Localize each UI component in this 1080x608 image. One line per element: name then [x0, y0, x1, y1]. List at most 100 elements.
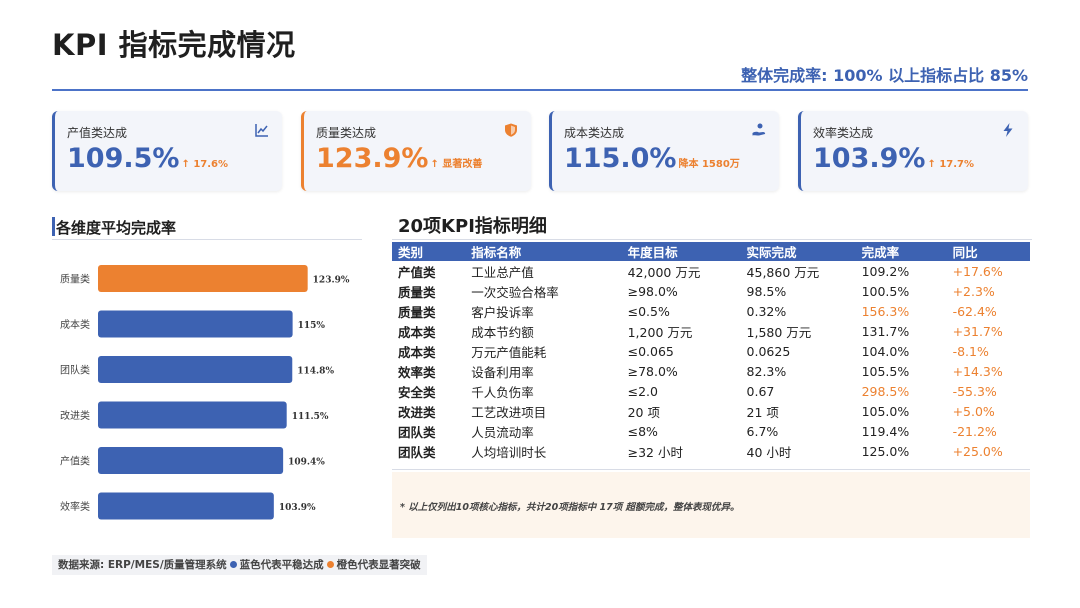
bar-2 — [98, 310, 293, 338]
table-row: 质量类 客户投诉率 ≤0.5% 0.32% 156.3% -62.4% — [392, 301, 1030, 321]
cell-name: 一次交验合格率 — [471, 284, 559, 300]
bar-value-label: 111.5% — [292, 412, 329, 422]
card-delta: ↑ 17.7% — [927, 159, 975, 170]
cell-rate: 298.5% — [861, 383, 910, 399]
cell-name: 成本节约额 — [471, 324, 534, 340]
cell-category: 质量类 — [398, 284, 436, 300]
shield-icon — [505, 123, 517, 137]
kpi-card-output: 产值类达成 109.5% ↑ 17.6% — [52, 111, 282, 191]
cell-name: 设备利用率 — [471, 364, 534, 380]
cell-actual: 82.3% — [746, 363, 787, 379]
title-divider — [52, 89, 1028, 91]
card-delta: ↑ 显著改善 — [430, 159, 483, 170]
line-chart-icon — [255, 124, 268, 137]
cell-name: 人员流动率 — [471, 424, 534, 440]
cell-rate: 119.4% — [861, 423, 910, 439]
cell-actual: 0.67 — [746, 383, 775, 399]
bar-4 — [98, 401, 287, 429]
cell-name: 工艺改进项目 — [471, 404, 547, 420]
bar-category-label: 产值类 — [60, 455, 90, 468]
table-row: 安全类 千人负伤率 ≤2.0 0.67 298.5% -55.3% — [392, 381, 1030, 401]
bar-value-label: 115% — [298, 321, 326, 331]
header-target: 年度目标 — [627, 242, 747, 261]
table-header-row: 类别 指标名称 年度目标 实际完成 完成率 同比 — [392, 242, 1030, 261]
cell-category: 团队类 — [398, 444, 436, 460]
chart-title: 各维度平均完成率 — [56, 219, 177, 237]
table-row: 质量类 一次交验合格率 ≥98.0% 98.5% 100.5% +2.3% — [392, 281, 1030, 301]
table-row: 团队类 人员流动率 ≤8% 6.7% 119.4% -21.2% — [392, 421, 1030, 441]
cell-yoy: +25.0% — [952, 443, 1003, 459]
cell-name: 千人负伤率 — [471, 384, 534, 400]
cell-actual: 0.0625 — [746, 343, 791, 359]
cell-category: 改进类 — [398, 404, 436, 420]
cell-target: 20 项 — [627, 404, 660, 420]
card-label: 质量类达成 — [316, 126, 377, 140]
bar-3 — [98, 356, 293, 383]
card-delta: 降本 1580万 — [678, 159, 740, 170]
table-row: 成本类 成本节约额 1,200 万元 1,580 万元 131.7% +31.7% — [392, 321, 1030, 341]
kpi-table: 类别 指标名称 年度目标 实际完成 完成率 同比 产值类 工业总产值 42,000 … — [392, 242, 1030, 461]
lightning-icon — [1003, 123, 1013, 137]
card-delta: ↑ 17.6% — [181, 159, 229, 170]
table-row: 产值类 工业总产值 42,000 万元 45,860 万元 109.2% +17.6% — [392, 261, 1030, 281]
header-name: 指标名称 — [471, 242, 628, 261]
table-row: 改进类 工艺改进项目 20 项 21 项 105.0% +5.0% — [392, 401, 1030, 421]
card-value: 115.0% 降本 1580万 — [564, 143, 740, 174]
card-label: 产值类达成 — [67, 126, 128, 140]
page-title: KPI 指标完成情况 — [52, 28, 296, 62]
section-accent — [52, 217, 55, 236]
table-row: 效率类 设备利用率 ≥78.0% 82.3% 105.5% +14.3% — [392, 361, 1030, 381]
table-divider — [392, 239, 1032, 240]
cell-yoy: -55.3% — [952, 383, 997, 399]
cell-yoy: +17.6% — [952, 263, 1003, 279]
cell-yoy: +31.7% — [952, 323, 1003, 339]
cell-actual: 21 项 — [746, 404, 779, 420]
cell-yoy: +2.3% — [952, 283, 995, 299]
bar-category-label: 成本类 — [60, 318, 90, 331]
footer-legend: 数据来源: ERP/MES/质量管理系统 蓝色代表平稳达成 橙色代表显著突破 — [52, 555, 427, 575]
cell-target: ≤8% — [627, 423, 658, 439]
cell-actual: 0.32% — [746, 303, 787, 319]
table-bottom-divider — [392, 469, 1030, 470]
bar-category-label: 改进类 — [60, 409, 90, 422]
blue-dot-icon — [229, 561, 237, 568]
cell-target: ≤0.065 — [627, 343, 674, 359]
table-row: 成本类 万元产值能耗 ≤0.065 0.0625 104.0% -8.1% — [392, 341, 1030, 361]
bar-category-label: 团队类 — [60, 364, 90, 377]
table-note: * 以上仅列出10项核心指标，共计20项指标中 17项 超额完成，整体表现优异。 — [392, 472, 1030, 538]
cell-yoy: -62.4% — [952, 303, 997, 319]
bar-value-label: 114.8% — [297, 367, 334, 377]
orange-dot-icon — [326, 561, 334, 568]
cell-rate: 105.0% — [861, 403, 910, 419]
cell-actual: 98.5% — [746, 283, 787, 299]
cell-target: ≤2.0 — [627, 383, 658, 399]
cell-actual: 40 小时 — [746, 444, 792, 460]
cell-actual: 45,860 万元 — [746, 264, 820, 280]
kpi-card-cost: 成本类达成 115.0% 降本 1580万 — [549, 111, 779, 191]
chart-divider — [52, 239, 362, 240]
cell-target: ≥78.0% — [627, 363, 678, 379]
cell-category: 成本类 — [398, 324, 436, 340]
cell-yoy: +5.0% — [952, 403, 995, 419]
cell-target: 42,000 万元 — [627, 264, 701, 280]
card-label: 成本类达成 — [564, 126, 625, 140]
cell-actual: 1,580 万元 — [746, 324, 812, 340]
cell-rate: 100.5% — [861, 283, 910, 299]
cell-name: 工业总产值 — [471, 264, 534, 280]
header-category: 类别 — [392, 242, 472, 261]
bar-value-label: 123.9% — [313, 276, 350, 286]
overall-completion: 整体完成率: 100% 以上指标占比 85% — [741, 66, 1028, 85]
kpi-cards: 产值类达成 109.5% ↑ 17.6% 质量类达成 123.9% ↑ 显著改善 成… — [52, 111, 1030, 193]
table-row: 团队类 人均培训时长 ≥32 小时 40 小时 125.0% +25.0% — [392, 441, 1030, 461]
bar-6 — [98, 492, 274, 520]
header-rate: 完成率 — [861, 242, 953, 261]
cell-name: 人均培训时长 — [471, 444, 547, 460]
cell-rate: 156.3% — [861, 303, 910, 319]
kpi-card-efficiency: 效率类达成 103.9% ↑ 17.7% — [798, 111, 1028, 191]
cell-rate: 125.0% — [861, 443, 910, 459]
cell-target: 1,200 万元 — [627, 324, 693, 340]
data-source: 数据来源: ERP/MES/质量管理系统 — [58, 559, 227, 571]
cell-rate: 105.5% — [861, 363, 910, 379]
table-title: 20项KPI指标明细 — [398, 216, 547, 237]
kpi-card-quality: 质量类达成 123.9% ↑ 显著改善 — [301, 111, 531, 191]
